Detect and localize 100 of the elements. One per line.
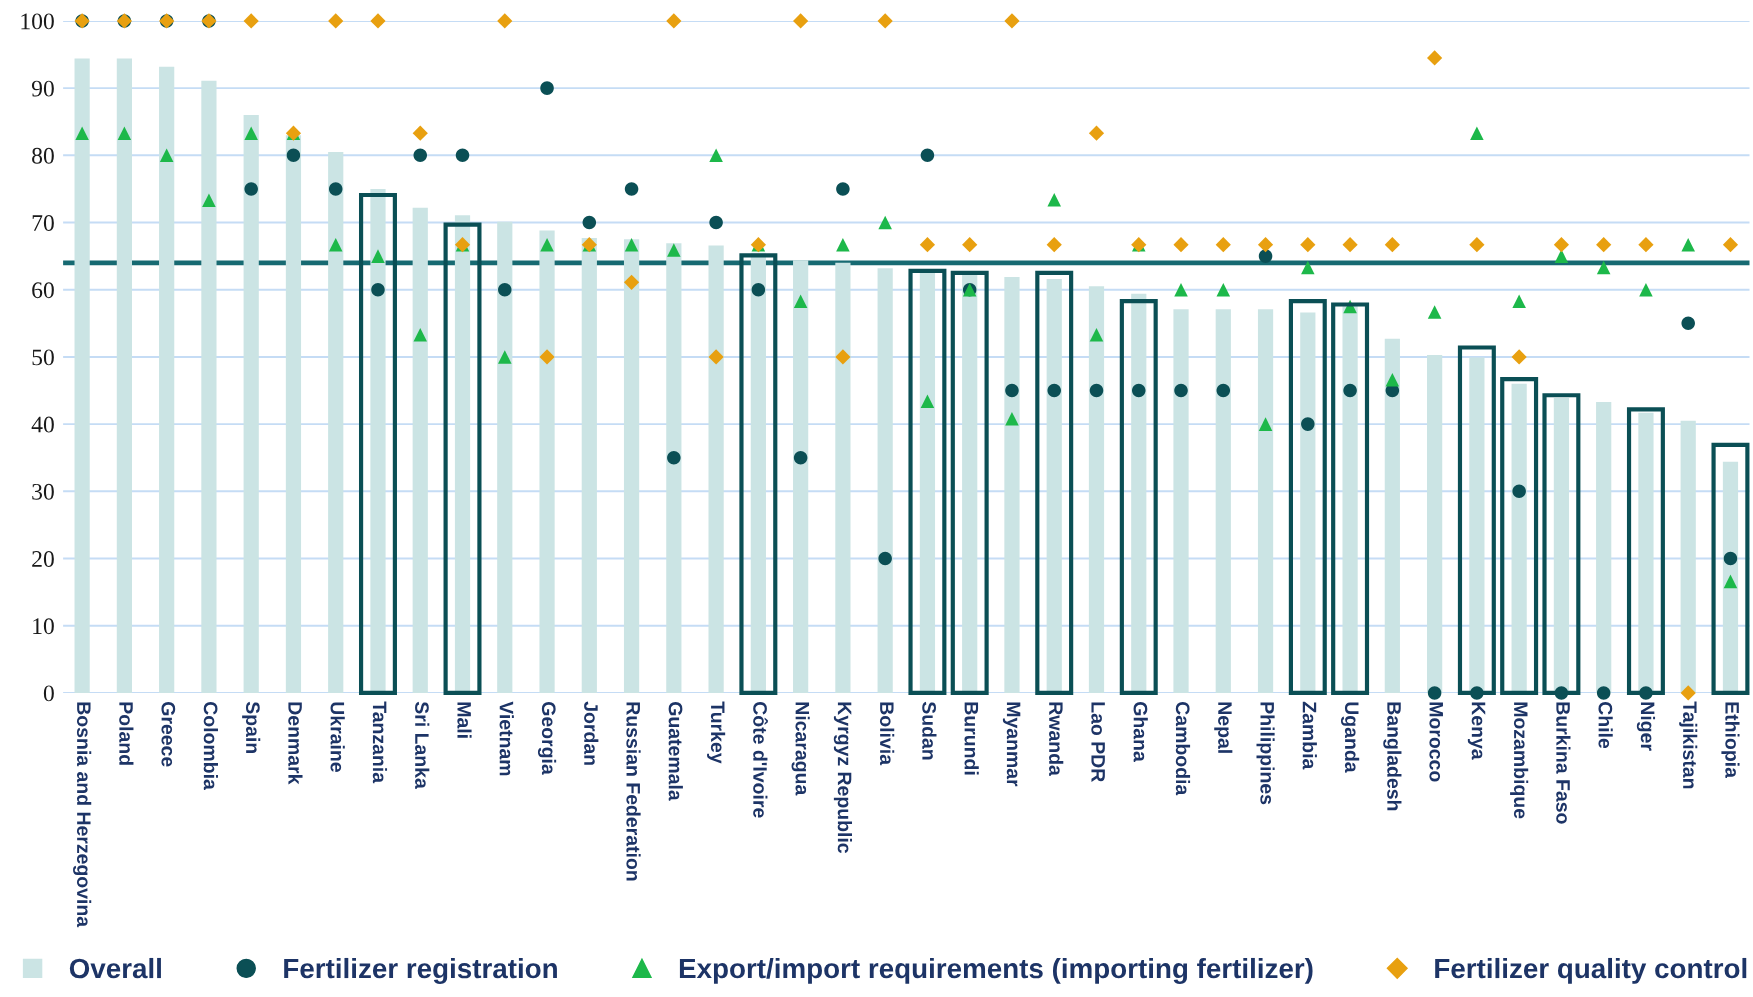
- point: [1174, 282, 1188, 297]
- x-tick-label: Mozambique: [1510, 702, 1529, 819]
- point: [371, 282, 385, 297]
- point: [1512, 294, 1526, 308]
- x-tick-label: Bolivia: [879, 702, 895, 766]
- y-tick-label: 30: [32, 483, 54, 500]
- point: [1681, 316, 1695, 331]
- point: [371, 249, 385, 263]
- bar: [835, 262, 851, 693]
- point: [793, 294, 808, 308]
- x-tick-label: Rwanda: [1049, 702, 1064, 776]
- point: [498, 282, 512, 297]
- point: [1004, 13, 1020, 29]
- x-tick-label: Nepal: [1214, 702, 1233, 753]
- point: [962, 237, 978, 253]
- point: [498, 350, 512, 364]
- bar: [708, 245, 724, 693]
- x-tick-label: Niger: [1636, 702, 1656, 751]
- point: [244, 182, 258, 196]
- bar: [581, 237, 597, 693]
- point: [1131, 383, 1146, 398]
- point: [1723, 574, 1738, 589]
- point: [1046, 237, 1062, 253]
- point: [1301, 260, 1315, 275]
- point: [286, 148, 301, 163]
- point: [455, 148, 470, 163]
- point: [1005, 383, 1019, 398]
- x-tick-label: Jordan: [584, 701, 599, 765]
- y-tick-label: 50: [32, 349, 54, 366]
- point: [1639, 282, 1653, 297]
- bar: [412, 207, 428, 693]
- point: [1723, 551, 1738, 566]
- y-tick-label: 80: [32, 147, 54, 164]
- point: [836, 237, 850, 252]
- point: [540, 81, 554, 95]
- point: [1257, 237, 1274, 253]
- point: [1173, 237, 1189, 253]
- point: [539, 349, 555, 365]
- point: [497, 13, 513, 29]
- bar: [1553, 397, 1570, 693]
- point: [878, 551, 892, 566]
- point: [709, 148, 723, 163]
- point: [1089, 327, 1104, 342]
- point: [920, 394, 935, 409]
- bar: [159, 66, 175, 693]
- y-tick-label: 40: [31, 416, 54, 433]
- x-tick-label: Denmark: [288, 702, 303, 785]
- bar: [116, 58, 132, 693]
- point: [244, 126, 258, 140]
- x-tick-label: Chile: [1598, 702, 1613, 749]
- point: [919, 237, 936, 253]
- bar: [1511, 383, 1527, 693]
- x-tick-label: Uganda: [1340, 702, 1360, 773]
- y-tick-label: 60: [32, 282, 54, 299]
- bar: [328, 151, 344, 693]
- bar: [1722, 461, 1739, 693]
- x-tick-label: Colombia: [203, 702, 218, 790]
- point: [666, 13, 682, 29]
- x-tick-label: Lao PDR: [1091, 702, 1105, 782]
- point: [709, 215, 723, 230]
- point: [1722, 237, 1739, 253]
- bar: [539, 230, 555, 693]
- point: [117, 126, 132, 140]
- point: [1301, 417, 1315, 431]
- point: [1215, 237, 1231, 253]
- point: [1216, 383, 1231, 398]
- x-tick-label: Sri Lanka: [415, 701, 430, 789]
- bar: [1131, 293, 1147, 693]
- bar: [201, 80, 217, 693]
- x-tick-label: Zambia: [1302, 701, 1317, 770]
- point: [1300, 237, 1316, 253]
- x-tick-label: Burkina Faso: [1556, 702, 1571, 824]
- x-tick-label: Turkey: [707, 701, 726, 764]
- point: [793, 13, 809, 29]
- point: [412, 125, 428, 141]
- point: [1216, 282, 1231, 297]
- x-tick-label: Poland: [119, 702, 134, 765]
- y-tick-label: 100: [21, 13, 54, 30]
- point: [413, 148, 428, 163]
- x-tick-label: Nicaragua: [791, 702, 810, 796]
- y-tick-label: 70: [32, 215, 54, 231]
- x-tick-label: Morocco: [1429, 702, 1443, 782]
- point: [1343, 383, 1357, 398]
- x-tick-label: Georgia: [537, 702, 557, 775]
- x-tick-label: Ukraine: [330, 702, 345, 772]
- point: [202, 193, 216, 208]
- x-tick-label: Burundi: [964, 702, 979, 775]
- point: [1427, 305, 1442, 319]
- bar: [793, 260, 809, 693]
- point: [877, 13, 893, 29]
- point: [835, 349, 851, 365]
- x-tick-label: Cambodia: [1175, 702, 1191, 796]
- point: [328, 237, 343, 252]
- point: [1427, 686, 1442, 700]
- x-tick-label: Ghana: [1133, 702, 1148, 762]
- point: [370, 13, 386, 29]
- point: [1174, 383, 1188, 398]
- point: [243, 13, 259, 29]
- x-tick-label: Vietnam: [499, 701, 514, 776]
- point: [540, 237, 554, 252]
